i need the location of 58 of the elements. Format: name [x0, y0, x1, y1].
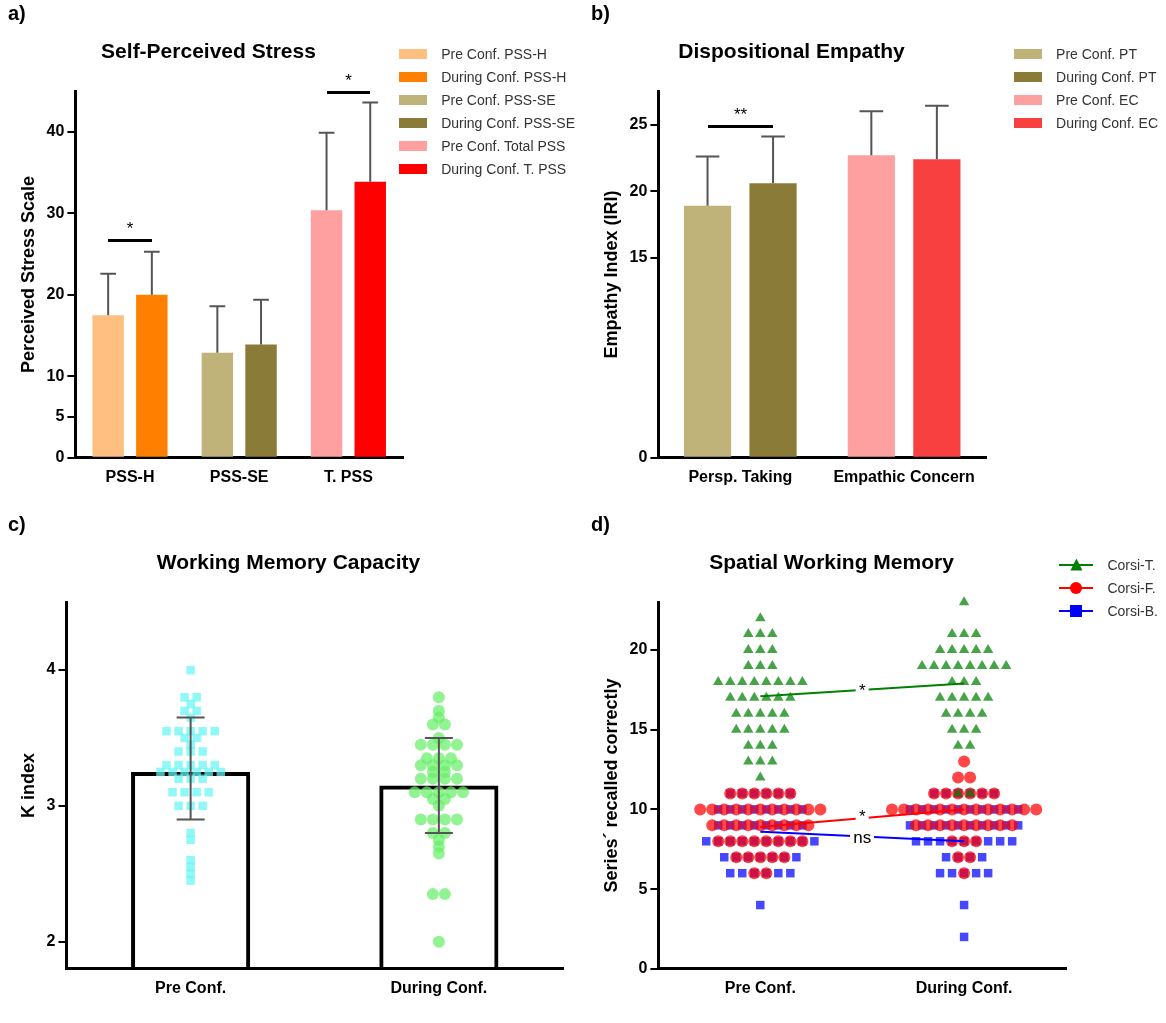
y-tick-label: 10	[629, 799, 648, 817]
y-axis-title: K index	[17, 752, 38, 819]
y-tick-label: 0	[638, 448, 648, 466]
legend-label: During Conf. EC	[1056, 114, 1158, 131]
x-tick-label: Empathic Concern	[833, 467, 975, 485]
y-tick-label: 3	[46, 796, 56, 814]
text: c)	[8, 513, 26, 536]
y-axis-title: Perceived Stress Scale	[17, 175, 38, 374]
text: b)	[591, 2, 610, 25]
annotation: **	[732, 105, 749, 124]
x-tick-label: During Conf.	[390, 978, 488, 996]
y-tick-label: 0	[638, 959, 648, 977]
y-tick-label: 40	[46, 122, 65, 140]
y-tick-label: 20	[46, 285, 65, 303]
x-tick-label: PSS-SE	[209, 467, 269, 485]
y-tick-label: 20	[629, 181, 648, 199]
chart-title: Self-Perceived Stress	[101, 39, 316, 63]
text: a)	[8, 2, 26, 25]
y-tick-label: 15	[629, 720, 648, 738]
annotation: *	[855, 806, 869, 826]
y-tick-label: 5	[638, 879, 648, 897]
legend-label: During Conf. T. PSS	[441, 160, 567, 177]
legend-label: Corsi-F.	[1107, 579, 1156, 596]
y-axis-title: Empathy Index (IRI)	[600, 190, 621, 359]
legend-label: During Conf. PT	[1056, 68, 1157, 85]
chart-title: Dispositional Empathy	[678, 39, 905, 63]
annotation: *	[125, 219, 135, 238]
y-tick-label: 15	[629, 248, 648, 266]
y-tick-label: 4	[46, 660, 56, 678]
x-tick-label: Persp. Taking	[688, 467, 793, 485]
y-tick-label: 2	[46, 932, 56, 950]
legend-label: Pre Conf. Total PSS	[441, 137, 566, 154]
y-tick-label: 10	[46, 366, 65, 384]
legend-label: During Conf. PSS-SE	[441, 114, 575, 131]
y-tick-label: 25	[629, 114, 648, 132]
legend-label: Pre Conf. PT	[1056, 45, 1137, 62]
y-axis-title: Series´ recalled correctly	[600, 678, 621, 893]
x-tick-label: Pre Conf.	[155, 978, 227, 996]
text: *	[344, 71, 353, 90]
legend-label: Pre Conf. PSS-H	[441, 45, 547, 62]
x-tick-label: T. PSS	[323, 467, 374, 485]
x-tick-label: Pre Conf.	[724, 978, 796, 996]
annotation: ns	[850, 827, 875, 846]
text: d)	[591, 513, 610, 536]
y-tick-label: 20	[629, 640, 648, 658]
chart-title: Working Memory Capacity	[156, 550, 421, 574]
x-tick-label: During Conf.	[915, 978, 1013, 996]
legend-label: During Conf. PSS-H	[441, 68, 567, 85]
legend-label: Corsi-T.	[1107, 556, 1156, 573]
legend-label: Pre Conf. PSS-SE	[441, 91, 556, 108]
legend-label: Corsi-B.	[1107, 602, 1158, 619]
chart-title: Spatial Working Memory	[709, 550, 955, 574]
y-tick-label: 0	[55, 448, 65, 466]
legend-label: Pre Conf. EC	[1056, 91, 1139, 108]
y-tick-label: 30	[46, 203, 65, 221]
annotation: *	[855, 680, 869, 700]
y-tick-label: 5	[55, 407, 65, 425]
x-tick-label: PSS-H	[105, 467, 155, 485]
